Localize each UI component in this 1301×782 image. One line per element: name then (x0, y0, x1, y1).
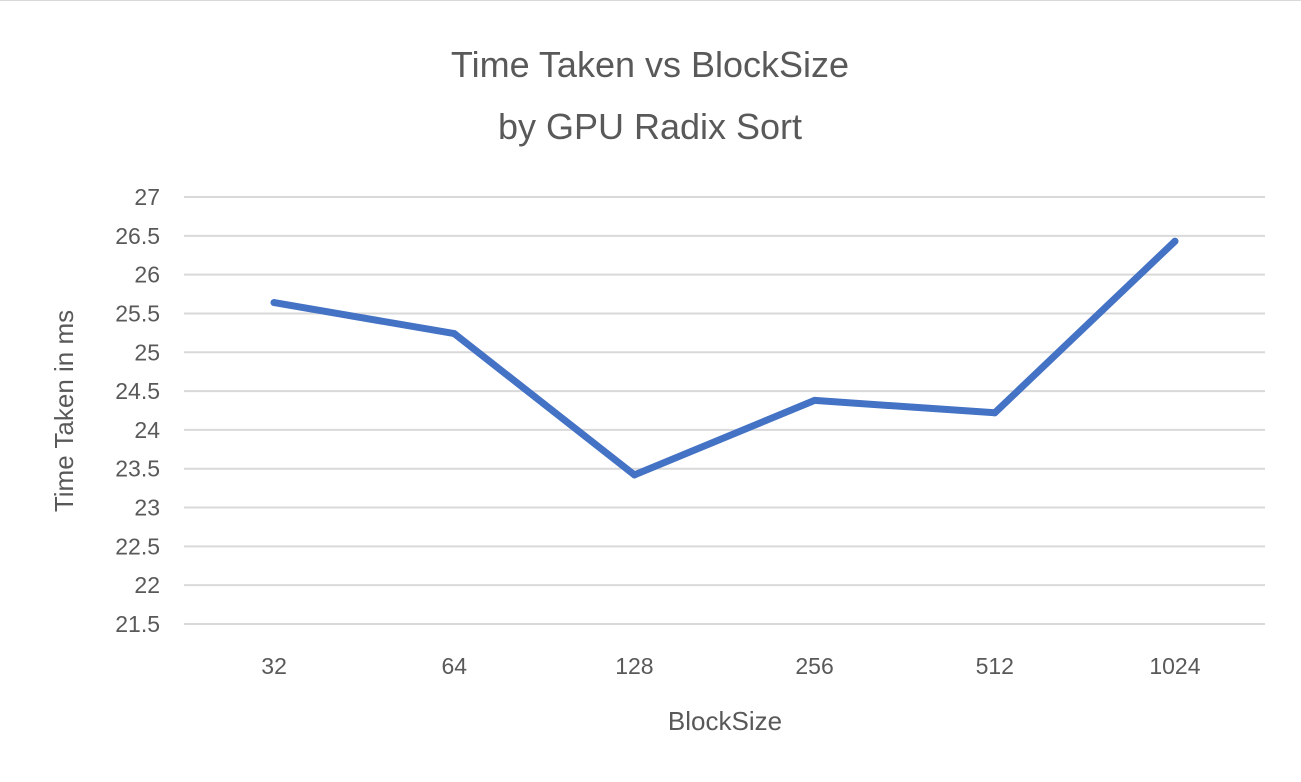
chart-title-line-2: by GPU Radix Sort (498, 106, 802, 147)
data-point (270, 299, 278, 307)
data-point (1171, 237, 1179, 245)
y-tick-label: 23.5 (115, 456, 160, 482)
series-line-0 (270, 237, 1179, 479)
y-tick-label: 25 (134, 339, 160, 365)
y-tick-label: 27 (134, 184, 160, 210)
data-point (991, 409, 999, 417)
x-axis-ticks: 32 64 128 256 512 1024 (261, 653, 1200, 679)
y-tick-label: 22.5 (115, 533, 160, 559)
x-tick-label: 512 (976, 653, 1014, 679)
y-tick-label: 21.5 (115, 611, 160, 637)
y-axis-title: Time Taken in ms (49, 310, 79, 512)
x-tick-label: 32 (261, 653, 287, 679)
data-point (450, 330, 458, 338)
x-axis-title: BlockSize (668, 706, 782, 736)
chart-title-line-1: Time Taken vs BlockSize (451, 44, 849, 85)
x-tick-label: 256 (795, 653, 833, 679)
x-tick-label: 128 (615, 653, 653, 679)
y-tick-label: 22 (134, 572, 160, 598)
data-point (630, 471, 638, 479)
y-tick-label: 26.5 (115, 223, 160, 249)
y-tick-label: 26 (134, 262, 160, 288)
y-tick-label: 25.5 (115, 300, 160, 326)
y-tick-label: 24.5 (115, 378, 160, 404)
x-tick-label: 1024 (1149, 653, 1200, 679)
gridlines (184, 196, 1265, 625)
y-tick-label: 23 (134, 495, 160, 521)
y-axis-ticks: 21.5 22 22.5 23 23.5 24 24.5 25 25.5 26 26.5 27 (115, 184, 160, 637)
series-group (270, 237, 1179, 479)
data-point (811, 396, 819, 404)
x-tick-label: 64 (441, 653, 467, 679)
y-tick-label: 24 (134, 417, 160, 443)
